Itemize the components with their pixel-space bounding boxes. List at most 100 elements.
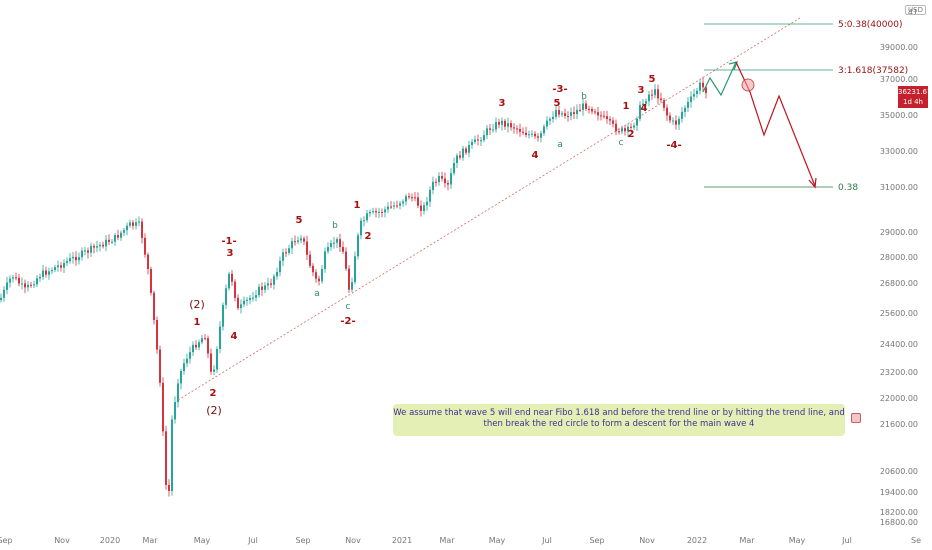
candle-body xyxy=(213,369,215,372)
candle-body xyxy=(429,189,431,202)
x-tick-label: Sep xyxy=(295,536,310,545)
candle-body xyxy=(246,299,248,301)
candle-body xyxy=(489,128,491,130)
candle-body xyxy=(627,126,629,132)
wave-label: a xyxy=(557,140,563,150)
candle-body xyxy=(330,243,332,248)
candle-body xyxy=(591,109,593,112)
candle-body xyxy=(642,103,644,105)
x-tick-label: May xyxy=(789,536,806,545)
candle-body xyxy=(87,250,89,253)
candle-body xyxy=(552,116,554,120)
y-tick-label: 35000.00 xyxy=(880,111,918,120)
candle-body xyxy=(588,108,590,110)
candle-body xyxy=(684,107,686,112)
fib-level-label: 3:1.618(37582) xyxy=(838,66,908,76)
candle-body xyxy=(597,112,599,116)
candle-body xyxy=(78,257,80,261)
candle-body xyxy=(225,288,227,305)
wave-label: 4 xyxy=(231,331,238,342)
y-tick-label: 24400.00 xyxy=(880,340,918,349)
candle-body xyxy=(348,268,350,290)
candle-body xyxy=(480,140,482,142)
candle-body xyxy=(207,338,209,354)
candle-body xyxy=(405,196,407,202)
candle-body xyxy=(306,241,308,255)
candle-body xyxy=(615,123,617,132)
candle-body xyxy=(63,262,65,268)
candle-body xyxy=(138,221,140,223)
candle-body xyxy=(156,320,158,350)
candle-body xyxy=(435,181,437,183)
wave-label: 1 xyxy=(194,317,201,328)
candle-body xyxy=(174,402,176,420)
wave-label: 3 xyxy=(638,85,645,96)
candle-body xyxy=(501,120,503,125)
candle-body xyxy=(294,241,296,243)
candle-body xyxy=(24,283,26,288)
candle-body xyxy=(603,115,605,117)
trend-line xyxy=(177,17,801,401)
candle-body xyxy=(411,197,413,199)
candle-body xyxy=(564,113,566,116)
candle-body xyxy=(42,270,44,277)
candle-body xyxy=(150,269,152,293)
candle-body xyxy=(123,230,125,233)
wave-label: 5 xyxy=(296,215,303,226)
candle-body xyxy=(660,98,662,101)
candle-body xyxy=(438,176,440,183)
candle-body xyxy=(390,206,392,208)
candle-body xyxy=(672,120,674,122)
candle-body xyxy=(555,110,557,117)
candle-body xyxy=(522,131,524,133)
candle-body xyxy=(357,235,359,257)
candle-body xyxy=(681,111,683,119)
candle-body xyxy=(396,205,398,207)
candle-body xyxy=(72,256,74,259)
wave-label: b xyxy=(581,92,587,102)
candle-body xyxy=(0,297,2,300)
x-tick-label: Jul xyxy=(541,536,552,545)
candle-body xyxy=(585,103,587,109)
candle-body xyxy=(102,244,104,247)
x-tick-label: Nov xyxy=(345,536,361,545)
candle-body xyxy=(198,342,200,348)
candle-body xyxy=(195,344,197,348)
x-tick-label: Sep xyxy=(589,536,604,545)
candle-body xyxy=(663,100,665,108)
candle-body xyxy=(240,304,242,309)
y-axis: 41 39000.00 37000.00 35000.00 33000.00 31000.… xyxy=(880,8,918,527)
candle-body xyxy=(570,112,572,117)
candle-body xyxy=(303,238,305,242)
candle-body xyxy=(147,254,149,270)
candle-body xyxy=(687,101,689,108)
note-flag-icon[interactable] xyxy=(851,413,861,423)
candle-body xyxy=(540,133,542,138)
candle-body xyxy=(30,284,32,286)
candle-body xyxy=(267,283,269,286)
candle-body xyxy=(537,136,539,138)
y-tick-label: 39000.00 xyxy=(880,43,918,52)
y-tick-label: 29000.00 xyxy=(880,228,918,237)
wave-label: a xyxy=(314,289,320,299)
x-tick-label: Mar xyxy=(439,536,455,545)
x-tick-label: Mar xyxy=(739,536,755,545)
candle-body xyxy=(630,126,632,128)
candle-body xyxy=(27,284,29,288)
candle-body xyxy=(180,371,182,384)
candle-body xyxy=(6,282,8,290)
candle-body xyxy=(546,120,548,127)
candle-body xyxy=(558,110,560,115)
candle-body xyxy=(96,246,98,248)
candle-body xyxy=(510,123,512,128)
x-tick-label: May xyxy=(194,536,211,545)
candle-body xyxy=(417,197,419,206)
x-tick-label: May xyxy=(489,536,506,545)
candle-body xyxy=(144,237,146,255)
candle-body xyxy=(168,484,170,491)
candle-body xyxy=(237,297,239,309)
candle-body xyxy=(369,212,371,214)
candle-body xyxy=(12,277,14,279)
candle-body xyxy=(201,338,203,343)
